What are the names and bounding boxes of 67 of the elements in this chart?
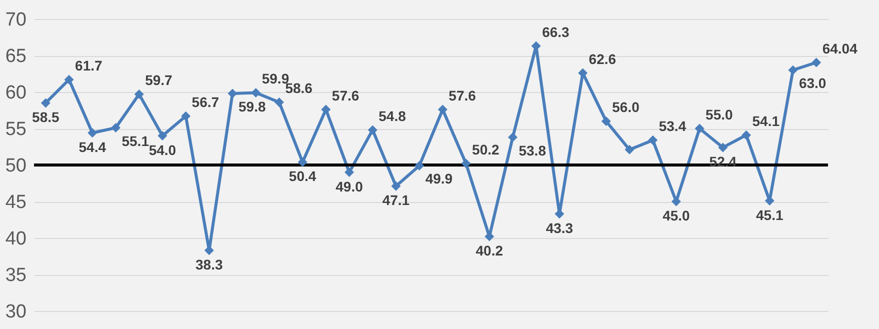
point [274, 97, 284, 107]
point [110, 123, 120, 133]
point [601, 116, 611, 126]
data-label: 63.0 [798, 75, 826, 92]
data-label: 47.1 [382, 192, 410, 208]
point [508, 132, 518, 142]
data-label: 62.6 [588, 51, 616, 68]
point [718, 142, 728, 152]
point [461, 158, 471, 168]
data-label: 56.0 [612, 99, 640, 116]
data-label: 59.8 [238, 98, 266, 114]
data-label: 58.5 [32, 108, 60, 125]
data-label: 53.4 [658, 118, 686, 134]
point [624, 144, 634, 154]
point [344, 168, 354, 178]
point [812, 58, 822, 68]
y-tick-label: 35 [5, 265, 26, 286]
data-label: 57.6 [448, 88, 476, 104]
point [788, 65, 798, 75]
point [181, 111, 191, 121]
data-label: 61.7 [75, 58, 102, 74]
y-tick-label: 45 [5, 192, 26, 213]
point [694, 124, 704, 134]
data-label: 49.9 [425, 170, 453, 187]
point [648, 135, 658, 145]
data-label: 55.0 [706, 106, 734, 122]
point [40, 98, 50, 108]
data-label: 54.1 [752, 113, 780, 130]
point [391, 181, 401, 191]
data-label: 54.8 [378, 108, 406, 124]
point [671, 196, 681, 206]
point [298, 157, 308, 167]
data-label: 64.04 [822, 40, 858, 57]
point [228, 88, 238, 98]
data-label: 43.3 [546, 220, 574, 236]
point [368, 125, 378, 135]
data-label: 53.8 [518, 142, 546, 158]
point [251, 88, 261, 98]
data-label: 56.7 [192, 94, 220, 110]
point [88, 128, 98, 138]
data-label: 45.0 [662, 208, 690, 224]
data-label: 57.6 [332, 88, 360, 104]
data-label: 66.3 [542, 24, 570, 40]
y-tick-label: 60 [5, 82, 26, 104]
data-label: 55.1 [122, 132, 150, 149]
data-label: 45.1 [756, 206, 784, 223]
data-label: 38.3 [196, 256, 223, 272]
y-tick-label: 70 [5, 10, 26, 30]
point [64, 74, 74, 84]
data-label: 54.0 [148, 142, 176, 158]
point [134, 89, 144, 99]
y-tick-label: 50 [5, 156, 26, 176]
data-label: 40.2 [476, 242, 504, 259]
y-tick-label: 30 [5, 302, 26, 322]
point [742, 130, 752, 140]
point [321, 104, 331, 114]
data-label: 49.0 [336, 178, 364, 194]
point [158, 131, 168, 141]
data-label: 50.4 [288, 168, 316, 184]
data-label: 54.4 [78, 138, 106, 155]
data-label: 50.2 [472, 142, 500, 158]
point [438, 104, 448, 114]
data-label: 59.7 [145, 72, 173, 88]
y-tick-label: 65 [5, 46, 26, 67]
y-tick-label: 55 [5, 119, 26, 140]
y-tick-label: 40 [5, 228, 26, 250]
point [414, 160, 424, 170]
